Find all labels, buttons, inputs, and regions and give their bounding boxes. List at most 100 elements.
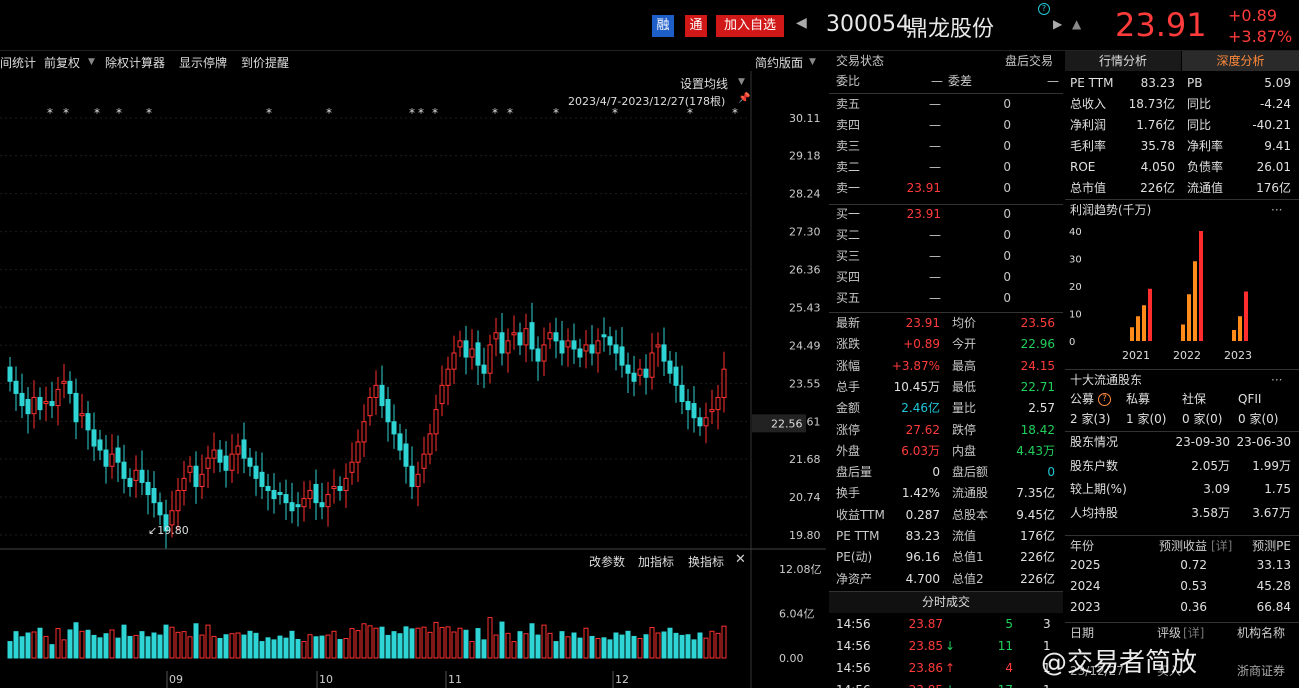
fc-head: 年份 [1070, 539, 1095, 553]
event-marker-icon[interactable]: * [47, 106, 53, 120]
bid-price[interactable]: — [929, 270, 941, 284]
ask-price[interactable]: — [929, 160, 941, 174]
add-watchlist-button[interactable]: 加入自选 [716, 15, 784, 37]
event-marker-icon[interactable]: * [432, 106, 438, 120]
candle-body [25, 399, 31, 415]
price-change-pct: +3.87% [1228, 27, 1293, 46]
event-marker-icon[interactable]: * [732, 106, 738, 120]
stat-label: 总股本 [952, 507, 989, 522]
volume-bar [451, 631, 457, 659]
volume-bar [481, 639, 487, 659]
add-indicator-button[interactable]: 加指标 [638, 555, 675, 569]
ask-price[interactable]: — [929, 139, 941, 153]
rating-detail-link[interactable]: [详] [1183, 626, 1205, 640]
volume-bar [385, 634, 391, 659]
margin-badge[interactable]: 融 [652, 15, 674, 37]
prev-stock-button[interactable]: ◀ [796, 15, 807, 31]
forward-adjust-dropdown[interactable]: 前复权 [44, 56, 81, 70]
holder-type[interactable]: 社保 [1182, 392, 1207, 406]
price-tick-label: 24.49 [789, 339, 821, 352]
candle-body [79, 413, 85, 417]
bid-price[interactable]: — [929, 291, 941, 305]
tab-market-analysis[interactable]: 行情分析 [1065, 51, 1181, 71]
chevron-down-icon[interactable]: ▼ [88, 57, 95, 67]
volume-bar [541, 624, 547, 659]
profit-bar [1193, 261, 1197, 341]
edit-params-button[interactable]: 改参数 [589, 555, 626, 569]
bid-price[interactable]: — [929, 228, 941, 242]
stat-value: 22.71 [1020, 379, 1055, 394]
event-marker-icon[interactable]: * [507, 106, 513, 120]
fc-detail-link[interactable]: [详] [1211, 539, 1233, 553]
volume-bar [121, 624, 127, 659]
help-icon[interactable]: ? [1098, 393, 1111, 406]
interval-stats-button[interactable]: 间统计 [0, 56, 37, 70]
profit-trend-title: 利润趋势(千万) [1070, 203, 1152, 217]
more-icon[interactable]: ··· [1271, 373, 1283, 387]
ask-price[interactable]: — [929, 97, 941, 111]
next-stock-button[interactable]: ▶ [1053, 17, 1063, 31]
volume-bar [91, 634, 97, 659]
stat-value: +3.87% [891, 358, 940, 373]
show-suspension-button[interactable]: 显示停牌 [179, 56, 228, 70]
volume-bar [409, 628, 415, 659]
candle-body [193, 465, 199, 487]
after-hours-label[interactable]: 盘后交易 [1005, 54, 1054, 68]
event-marker-icon[interactable]: * [326, 106, 332, 120]
kline-svg[interactable]: 30.11 29.18 28.24 27.30 26.36 25.43 24.49 23.55… [0, 71, 826, 688]
info-icon[interactable]: ? [1038, 3, 1050, 15]
volume-bar [427, 631, 433, 659]
close-icon[interactable]: ✕ [735, 552, 746, 567]
stat-value: 6.03万 [901, 443, 940, 458]
switch-indicator-button[interactable]: 换指标 [688, 555, 725, 569]
event-marker-icon[interactable]: * [409, 106, 415, 120]
volume-bar [325, 634, 331, 659]
event-marker-icon[interactable]: * [492, 106, 498, 120]
holder-type[interactable]: 公募 [1070, 392, 1095, 406]
volume-bar [631, 635, 637, 659]
volume-bar [553, 641, 559, 659]
event-marker-icon[interactable]: * [553, 106, 559, 120]
tick-volume: 5 [1005, 617, 1013, 631]
event-marker-icon[interactable]: * [146, 106, 152, 120]
holder-type[interactable]: QFII [1238, 392, 1262, 406]
bid-price[interactable]: — [929, 249, 941, 263]
event-marker-icon[interactable]: * [94, 106, 100, 120]
fin-label: 负债率 [1187, 160, 1224, 174]
fin-label: ROE [1070, 160, 1096, 174]
ask-price[interactable]: 23.91 [906, 181, 941, 195]
ticks-title[interactable]: 分时成交 [829, 592, 1063, 613]
bid-price[interactable]: 23.91 [906, 207, 941, 221]
event-marker-icon[interactable]: * [418, 106, 424, 120]
chevron-down-icon[interactable]: ▼ [809, 57, 816, 67]
event-marker-icon[interactable]: * [266, 106, 272, 120]
candle-body [157, 502, 163, 516]
connect-badge[interactable]: 通 [685, 15, 707, 37]
candle-body [427, 433, 433, 455]
tab-deep-analysis[interactable]: 深度分析 [1182, 51, 1299, 71]
volume-bar [37, 627, 43, 659]
stat-value: +0.89 [903, 337, 940, 352]
more-icon[interactable]: ··· [1271, 203, 1283, 217]
volume-bar [235, 632, 241, 659]
volume-bar [499, 621, 505, 659]
bell-icon[interactable]: ▲ [1072, 17, 1082, 31]
holder-type[interactable]: 私募 [1126, 392, 1151, 406]
pin-icon[interactable]: 📌 [738, 93, 751, 104]
event-marker-icon[interactable]: * [63, 106, 69, 120]
simple-layout-button[interactable]: 简约版面 [755, 56, 804, 70]
volume-bar [547, 632, 553, 659]
exright-calculator-button[interactable]: 除权计算器 [105, 56, 166, 70]
kline-chart-area[interactable]: 30.11 29.18 28.24 27.30 26.36 25.43 24.49 23.55… [0, 71, 826, 688]
sh-label: 较上期(%) [1070, 482, 1127, 496]
event-marker-icon[interactable]: * [687, 106, 693, 120]
event-marker-icon[interactable]: * [612, 106, 618, 120]
ma-settings-button[interactable]: 设置均线 [680, 77, 729, 91]
chevron-down-icon[interactable]: ▼ [738, 77, 745, 87]
sh-value: 3.67万 [1252, 505, 1291, 520]
candle-body [181, 477, 187, 492]
event-marker-icon[interactable]: * [116, 106, 122, 120]
price-alert-button[interactable]: 到价提醒 [241, 56, 290, 70]
ask-price[interactable]: — [929, 118, 941, 132]
tick-volume: 4 [1005, 661, 1013, 675]
